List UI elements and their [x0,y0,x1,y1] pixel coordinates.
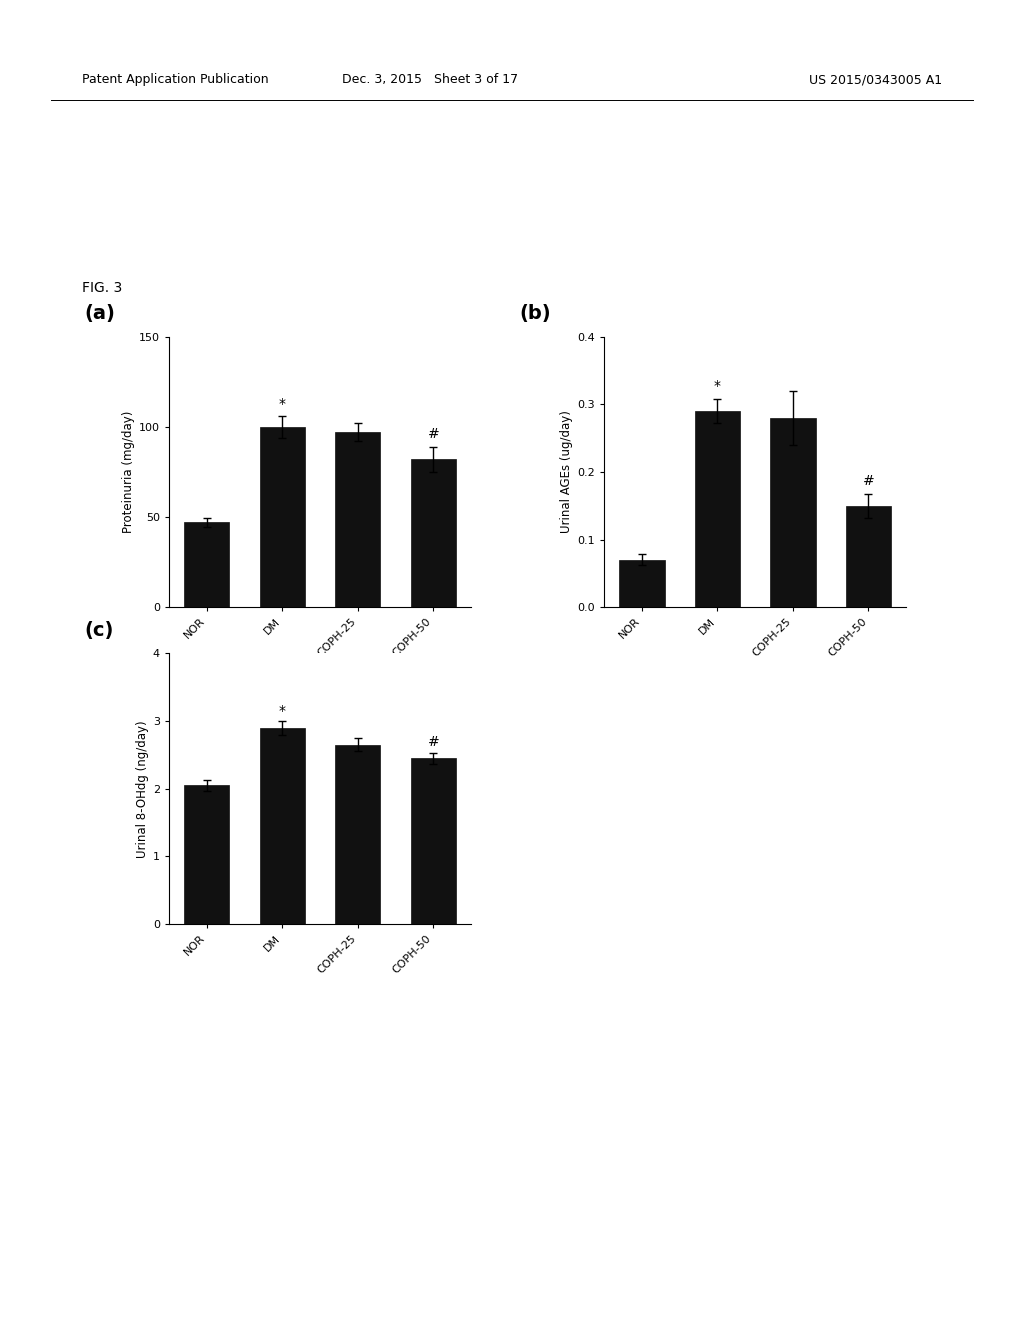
Bar [411,459,456,607]
Y-axis label: Urinal AGEs (ug/day): Urinal AGEs (ug/day) [560,411,573,533]
Bar [184,785,229,924]
Text: US 2015/0343005 A1: US 2015/0343005 A1 [809,74,942,87]
Bar [260,727,305,924]
Text: (c): (c) [84,620,114,640]
Bar [335,744,380,924]
Text: #: # [862,474,874,488]
Text: *: * [714,379,721,393]
Text: (a): (a) [84,304,116,323]
Bar [335,432,380,607]
Text: (b): (b) [519,304,551,323]
Bar [620,560,665,607]
Bar [770,417,815,607]
Text: FIG. 3: FIG. 3 [82,281,122,294]
Bar [184,523,229,607]
Text: *: * [279,704,286,718]
Text: Patent Application Publication: Patent Application Publication [82,74,268,87]
Text: Dec. 3, 2015   Sheet 3 of 17: Dec. 3, 2015 Sheet 3 of 17 [342,74,518,87]
Y-axis label: Urinal 8-OHdg (ng/day): Urinal 8-OHdg (ng/day) [135,719,148,858]
Text: *: * [279,396,286,411]
Bar [694,411,740,607]
Bar [411,758,456,924]
Y-axis label: Proteinuria (mg/day): Proteinuria (mg/day) [122,411,135,533]
Text: #: # [427,735,439,750]
Bar [260,426,305,607]
Bar [846,506,891,607]
Text: #: # [427,428,439,441]
